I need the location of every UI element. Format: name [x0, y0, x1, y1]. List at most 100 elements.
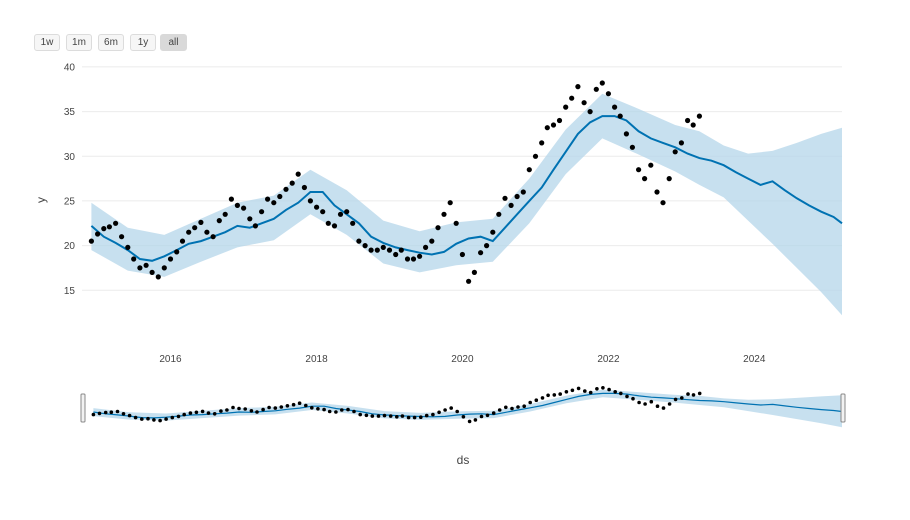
range-slider-point — [133, 415, 138, 420]
data-point — [423, 244, 429, 250]
range-slider-point — [395, 415, 399, 419]
data-point — [314, 204, 320, 210]
range-slider-point — [588, 390, 593, 395]
range-button-1w[interactable]: 1w — [34, 34, 60, 51]
range-slider-point — [570, 388, 575, 393]
data-point — [198, 219, 204, 225]
range-slider-point — [249, 409, 254, 413]
range-slider-point — [473, 418, 478, 422]
data-point — [283, 186, 289, 192]
range-slider-point — [552, 393, 557, 397]
data-point — [569, 95, 575, 101]
data-point — [295, 171, 301, 177]
data-point — [192, 225, 198, 231]
data-point — [629, 144, 636, 150]
data-point — [398, 247, 404, 253]
range-slider-point — [140, 417, 144, 421]
data-point — [514, 193, 520, 200]
data-point — [179, 238, 186, 244]
range-slider-point — [212, 412, 217, 416]
data-point — [490, 229, 496, 235]
data-point — [502, 195, 508, 201]
range-slider-point — [152, 418, 156, 422]
data-point — [587, 109, 593, 115]
data-point — [654, 189, 660, 195]
range-slider-band — [93, 389, 842, 428]
data-point — [563, 104, 569, 110]
range-slider-point — [619, 391, 623, 396]
range-button-all[interactable]: all — [160, 34, 187, 51]
range-slider-point — [194, 410, 199, 415]
data-point — [119, 234, 125, 240]
range-slider-point — [182, 412, 186, 417]
range-slider-point — [103, 410, 108, 415]
data-point — [301, 184, 307, 191]
data-point — [660, 200, 666, 206]
range-button-6m[interactable]: 6m — [98, 34, 124, 51]
x-tick-label: 2024 — [743, 354, 766, 365]
x-tick-labels: 2016 2018 2020 2022 2024 — [159, 354, 765, 365]
data-point — [101, 226, 107, 232]
data-point — [459, 251, 465, 258]
range-slider-point — [443, 408, 447, 412]
data-point — [174, 249, 180, 255]
data-point — [417, 253, 423, 259]
range-slider-point — [534, 398, 539, 403]
data-point — [337, 211, 344, 217]
range-slider-point — [412, 415, 417, 420]
range-slider-right-handle[interactable] — [840, 393, 846, 423]
range-slider-point — [146, 416, 150, 421]
range-slider-point — [613, 390, 617, 394]
range-slider-point — [583, 389, 587, 393]
x-tick-label: 2016 — [159, 354, 182, 365]
data-point — [271, 200, 277, 206]
y-tick-label: 20 — [64, 241, 76, 252]
x-tick-label: 2018 — [305, 354, 328, 365]
data-point — [623, 131, 630, 137]
range-slider-point — [576, 386, 581, 391]
range-slider-point — [206, 411, 211, 415]
data-point — [131, 256, 137, 262]
data-point — [247, 216, 253, 222]
range-slider-point — [188, 411, 193, 415]
data-point — [356, 238, 362, 244]
data-point — [380, 244, 386, 250]
data-point — [648, 162, 654, 168]
range-slider-point — [631, 396, 635, 401]
range-slider-point — [558, 392, 562, 396]
range-button-1m[interactable]: 1m — [66, 34, 92, 51]
range-slider-point — [170, 415, 175, 420]
data-point — [88, 238, 94, 244]
range-slider-point — [406, 415, 411, 420]
data-point — [550, 122, 557, 128]
y-axis-title: y — [34, 197, 48, 203]
data-point — [690, 122, 696, 128]
data-point — [386, 247, 393, 253]
range-slider-point — [91, 412, 96, 417]
range-slider-point — [115, 409, 120, 414]
data-point — [453, 220, 459, 226]
range-slider-point — [449, 406, 454, 410]
data-point — [113, 220, 119, 226]
range-slider-point — [121, 412, 126, 416]
range-slider-point — [304, 403, 308, 408]
data-point — [526, 167, 532, 173]
data-point — [441, 211, 447, 217]
range-slider-point — [273, 406, 278, 410]
range-slider-left-handle[interactable] — [80, 393, 86, 423]
data-point — [216, 218, 222, 224]
data-point — [605, 91, 612, 97]
data-point — [344, 209, 350, 215]
range-button-1y[interactable]: 1y — [130, 34, 156, 51]
range-slider-point — [176, 414, 181, 419]
data-point — [252, 223, 258, 229]
data-point — [320, 209, 326, 215]
range-slider-point — [697, 391, 702, 396]
range-slider-point — [310, 406, 314, 410]
range-slider-point — [279, 405, 284, 409]
data-point — [539, 140, 545, 146]
range-slider-point — [479, 414, 484, 419]
range-slider-point — [540, 396, 545, 400]
range-slider-point — [691, 393, 696, 397]
range-slider-line — [93, 392, 843, 419]
